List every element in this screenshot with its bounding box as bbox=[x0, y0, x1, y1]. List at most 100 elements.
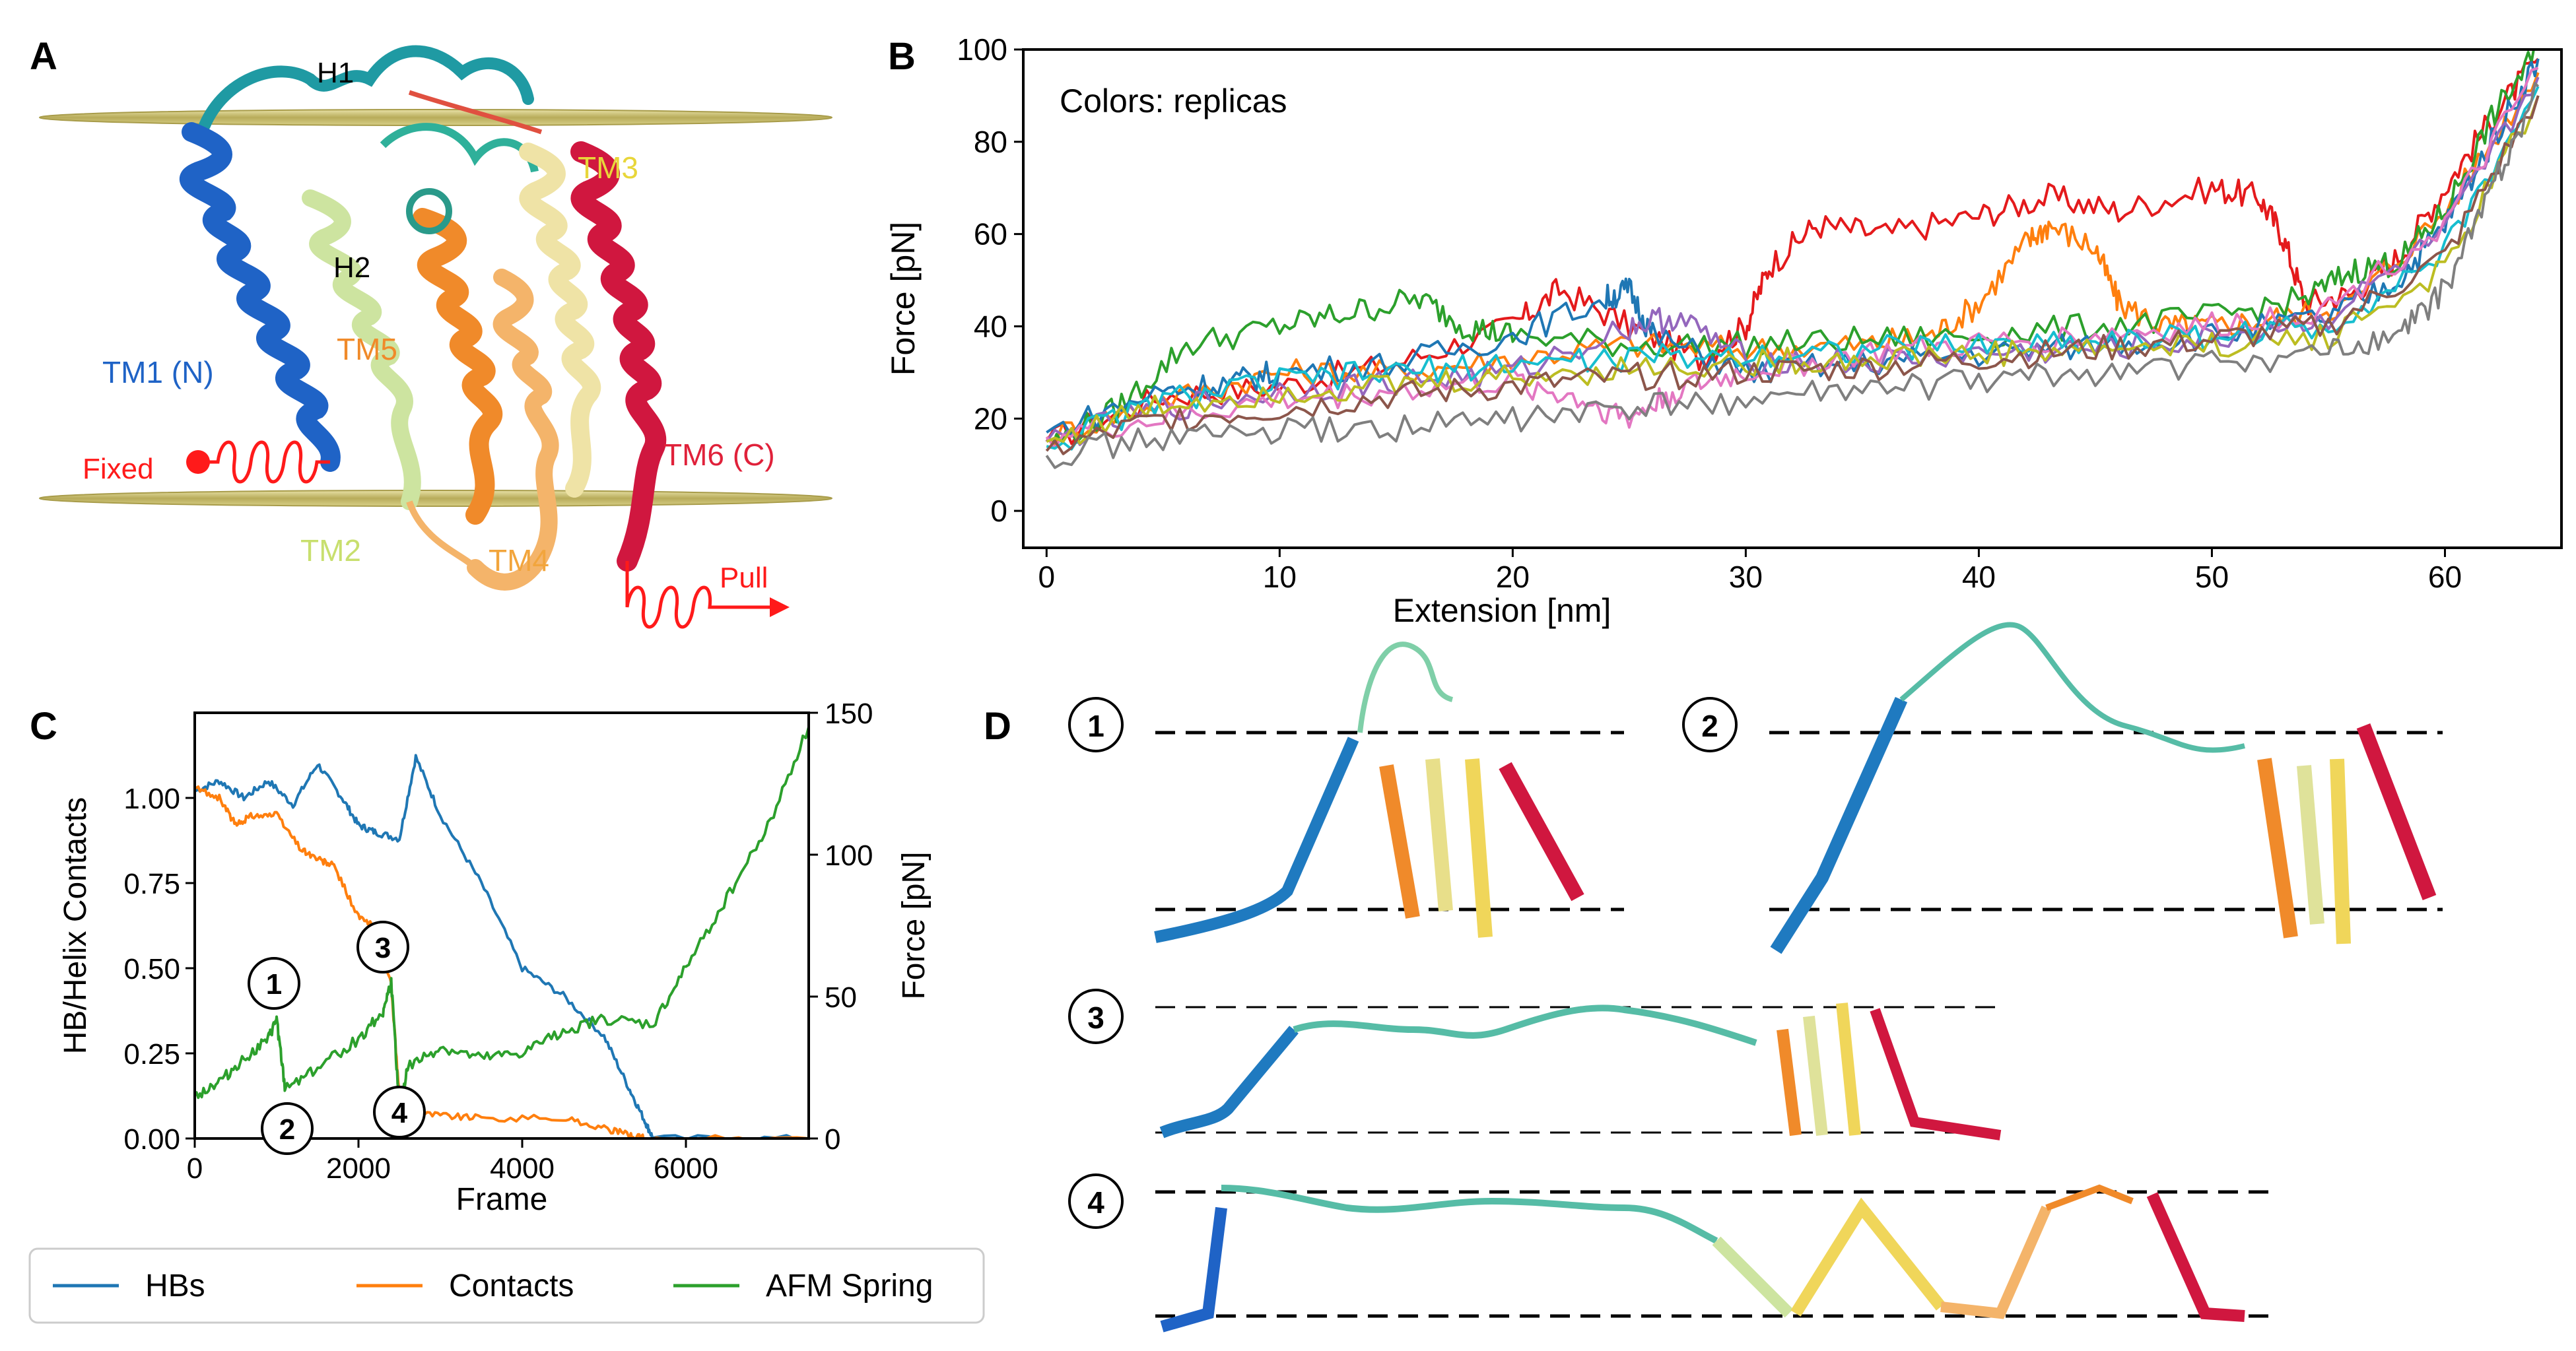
h2-coil bbox=[406, 188, 452, 234]
tm5-helix bbox=[413, 208, 503, 525]
snapshot-1-marker-label: 1 bbox=[1087, 709, 1104, 743]
label-h2: H2 bbox=[333, 251, 370, 284]
snapshot-3-tm2 bbox=[1803, 1016, 1828, 1136]
snapshot-4-tm4 bbox=[1940, 1205, 2052, 1319]
chart-c-marker-1 bbox=[248, 957, 300, 1010]
chart-c-xtick-label: 6000 bbox=[654, 1152, 718, 1185]
snapshot-1-loops bbox=[1357, 642, 1454, 733]
snapshot-2-marker-label: 2 bbox=[1701, 709, 1718, 743]
chart-b-ytick-label: 40 bbox=[974, 309, 1007, 343]
chart-c-ytick-label: 0.75 bbox=[123, 868, 180, 900]
snapshot-2-tm5 bbox=[2257, 758, 2298, 939]
panel-c-letter: C bbox=[30, 705, 57, 748]
chart-c-marker-label: 1 bbox=[266, 968, 282, 1001]
chart-c-marker-label: 3 bbox=[375, 932, 391, 964]
tm2-helix bbox=[302, 189, 421, 510]
snapshot-4-loop bbox=[1221, 1185, 1718, 1244]
chart-b-series-group bbox=[1045, 49, 2540, 469]
chart-c-legend-box bbox=[28, 1247, 985, 1324]
top-loop-2 bbox=[380, 123, 539, 173]
snapshot-4-tm2 bbox=[1712, 1236, 1794, 1318]
chart-c: 0 2000 4000 6000 0.00 0.25 0.50 0.75 1.00 0 50 100 1… bbox=[28, 698, 985, 1324]
snapshot-2-tm2 bbox=[2297, 765, 2324, 925]
chart-b-xtick-label: 30 bbox=[1729, 560, 1763, 594]
label-tm4: TM4 bbox=[489, 543, 549, 577]
chart-c-series-afm-spring bbox=[195, 726, 809, 1108]
panel-b: B 0 10 20 30 40 50 60 0 20 40 60 80 100 Extension [nm… bbox=[885, 32, 2563, 629]
membrane-top bbox=[39, 109, 832, 126]
chart-b-ytick-label: 80 bbox=[974, 125, 1007, 159]
chart-b-ytick-label: 60 bbox=[974, 217, 1007, 251]
chart-b-xtick-label: 0 bbox=[1038, 560, 1056, 594]
snapshot-1-tm3 bbox=[1465, 758, 1493, 938]
snapshot-3-tm1 bbox=[1159, 1026, 1299, 1138]
snapshot-2-marker bbox=[1682, 697, 1738, 752]
pull-spring bbox=[625, 561, 790, 629]
tm4-helix bbox=[467, 269, 559, 591]
chart-c-legend-label: HBs bbox=[145, 1269, 205, 1303]
snapshot-4-tm5 bbox=[2045, 1184, 2134, 1211]
tm1-helix bbox=[180, 122, 341, 472]
snapshot-3: 3 bbox=[1068, 989, 2002, 1140]
chart-c-y2tick-label: 0 bbox=[825, 1123, 840, 1156]
panel-b-letter: B bbox=[888, 35, 916, 78]
chart-c-marker-3 bbox=[356, 921, 409, 973]
snapshot-2-loop bbox=[1899, 622, 2245, 753]
chart-b-xlabel: Extension [nm] bbox=[1393, 592, 1611, 629]
chart-c-marker-2 bbox=[261, 1102, 314, 1155]
snapshot-4-tm3 bbox=[1790, 1197, 1946, 1317]
snapshot-1-marker bbox=[1068, 697, 1124, 752]
snapshot-4-tm6 bbox=[2146, 1192, 2245, 1322]
top-loop-3 bbox=[408, 90, 543, 135]
chart-c-marker-label: 4 bbox=[391, 1097, 408, 1129]
snapshot-1: 1 bbox=[1068, 642, 1624, 943]
chart-c-frame bbox=[193, 711, 810, 1140]
chart-c-ylabel: HB/Helix Contacts bbox=[58, 797, 93, 1054]
chart-c-y2tick-label: 50 bbox=[825, 981, 857, 1014]
chart-b-ytick-label: 20 bbox=[974, 401, 1007, 436]
chart-c-marker-4 bbox=[373, 1086, 426, 1138]
snapshot-3-tm3 bbox=[1836, 1003, 1861, 1136]
panel-d: D 1 2 bbox=[984, 622, 2443, 1333]
snapshot-1-tm2 bbox=[1425, 758, 1453, 911]
snapshot-3-marker-label: 3 bbox=[1087, 1001, 1104, 1035]
chart-b-series-replica-orange bbox=[1045, 72, 2540, 446]
snapshot-3-tm5 bbox=[1777, 1028, 1802, 1137]
snapshot-2: 2 bbox=[1682, 622, 2443, 954]
snapshot-1-tm6 bbox=[1499, 762, 1584, 902]
chart-c-xtick-label: 0 bbox=[187, 1152, 203, 1185]
snapshot-2-tm1 bbox=[1770, 696, 1908, 954]
panel-a: A H1 H2 TM1 (N) TM2 TM3 T bbox=[30, 35, 832, 629]
snapshot-1-tm1 bbox=[1154, 737, 1359, 943]
label-fixed: Fixed bbox=[83, 453, 154, 485]
chart-c-ytick-label: 0.50 bbox=[123, 953, 180, 985]
snapshot-3-loop bbox=[1293, 1005, 1757, 1046]
snapshot-4: 4 bbox=[1068, 1173, 2271, 1333]
panel-c: C 0 2000 4000 6000 0.00 0.25 0.50 0.75 1.00 0 50 10… bbox=[28, 698, 985, 1324]
chart-b-ylabel: Force [pN] bbox=[885, 222, 922, 376]
membrane-bottom bbox=[39, 490, 832, 507]
snapshot-1-tm5 bbox=[1379, 764, 1420, 919]
tm6-helix bbox=[570, 141, 667, 572]
snapshot-2-tm3 bbox=[2330, 758, 2351, 944]
label-tm6: TM6 (C) bbox=[663, 438, 775, 472]
chart-b-annotation: Colors: replicas bbox=[1060, 82, 1287, 119]
chart-c-series-hbs bbox=[195, 754, 809, 1138]
label-tm5: TM5 bbox=[337, 332, 397, 366]
label-tm2: TM2 bbox=[300, 533, 361, 568]
chart-c-ytick-label: 0.25 bbox=[123, 1038, 180, 1071]
chart-c-y2tick-label: 100 bbox=[825, 840, 873, 872]
chart-b-xtick-label: 50 bbox=[2195, 560, 2229, 594]
chart-c-y2label: Force [pN] bbox=[897, 851, 932, 999]
chart-c-xtick-label: 4000 bbox=[490, 1152, 555, 1185]
panel-d-letter: D bbox=[984, 705, 1011, 748]
chart-b-xtick-label: 10 bbox=[1263, 560, 1297, 594]
snapshot-3-marker bbox=[1068, 989, 1124, 1044]
chart-b: 0 10 20 30 40 50 60 0 20 40 60 80 100 Extension [nm] F… bbox=[885, 32, 2563, 629]
chart-c-series-group bbox=[195, 726, 809, 1138]
tm3-helix bbox=[519, 143, 601, 498]
chart-c-xtick-label: 2000 bbox=[326, 1152, 391, 1185]
chart-b-xtick-label: 20 bbox=[1496, 560, 1530, 594]
chart-c-marker-label: 2 bbox=[279, 1113, 295, 1146]
